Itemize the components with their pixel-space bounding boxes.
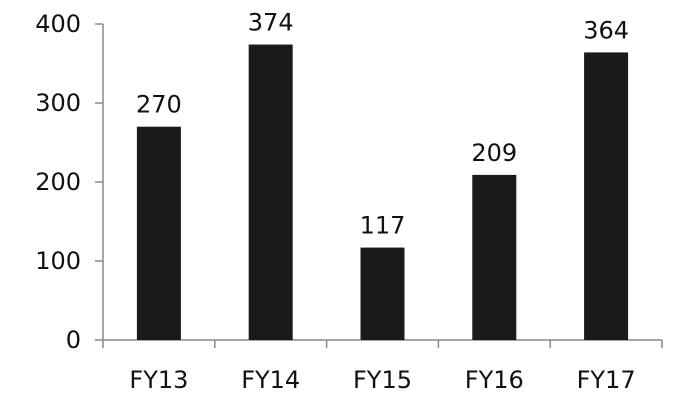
y-tick-label: 300 — [35, 89, 81, 117]
y-tick-label: 400 — [35, 10, 81, 38]
y-tick-label: 0 — [66, 326, 81, 354]
data-label-fy16: 209 — [471, 139, 517, 167]
x-category-label: FY14 — [241, 366, 300, 394]
data-label-fy13: 270 — [136, 91, 182, 119]
bar-fy14 — [248, 44, 293, 340]
labels: 0 100 200 300 400 270 FY13 374 FY14 117 FY15 209 FY1… — [35, 9, 635, 394]
bar-fy17 — [584, 52, 629, 340]
x-category-label: FY13 — [129, 366, 188, 394]
data-label-fy17: 364 — [583, 16, 629, 44]
x-category-label: FY16 — [465, 366, 524, 394]
x-category-label: FY17 — [577, 366, 636, 394]
x-category-label: FY15 — [353, 366, 412, 394]
bar-fy16 — [472, 174, 517, 340]
data-label-fy15: 117 — [360, 212, 406, 240]
bar-fy15 — [360, 247, 405, 340]
bars — [136, 44, 629, 340]
y-tick-label: 200 — [35, 168, 81, 196]
bar-fy13 — [136, 126, 181, 340]
data-label-fy14: 374 — [248, 9, 294, 37]
y-tick-label: 100 — [35, 247, 81, 275]
